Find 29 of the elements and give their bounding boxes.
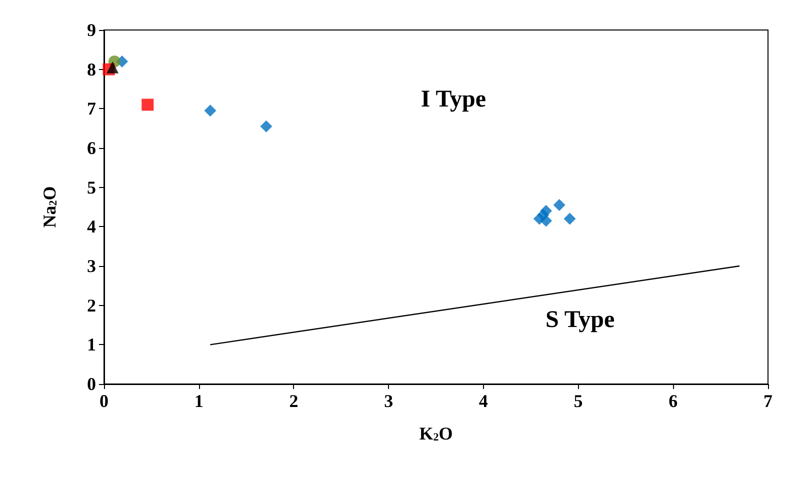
point [142,98,154,111]
x-tick-label: 2 [289,391,298,411]
x-tick-label: 5 [574,391,583,411]
x-tick-label: 3 [384,391,394,411]
annotation: I Type [420,86,486,113]
point [204,104,216,117]
y-tick-label: 2 [87,295,96,316]
y-tick-label: 1 [87,334,96,355]
x-axis-title: K2O [419,424,453,444]
point [553,199,566,212]
x-tick-label: 6 [668,391,678,411]
y-tick-label: 7 [87,98,96,119]
y-tick-label: 3 [87,256,96,276]
y-tick-label: 9 [87,20,96,40]
x-tick-label: 4 [478,391,488,411]
x-tick-label: 0 [100,391,108,411]
y-axis-title: Na2O [40,186,60,228]
point [537,208,550,221]
x-tick-label: 7 [764,391,772,411]
point [260,120,272,132]
point [564,212,576,225]
y-tick-label: 0 [87,374,96,394]
point [106,61,119,74]
y-tick-label: 5 [87,177,96,198]
y-tick-label: 8 [87,59,96,80]
y-tick-label: 4 [87,216,96,237]
annotation: S Type [546,307,615,334]
x-tick-label: 1 [194,391,204,411]
y-tick-label: 6 [87,138,96,158]
